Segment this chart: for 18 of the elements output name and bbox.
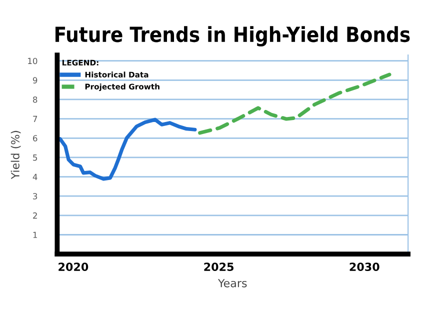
y-tick-label: 6 xyxy=(33,135,38,142)
x-axis-title: Years xyxy=(218,279,247,288)
line-series xyxy=(58,118,197,181)
x-tick-label: 2030 xyxy=(350,262,380,272)
line-series xyxy=(198,72,392,135)
x-tick-label: 2025 xyxy=(204,262,234,272)
y-tick-label: 10 xyxy=(28,58,38,64)
y-tick-label: 5 xyxy=(33,154,38,161)
chart-title: Future Trends in High-Yield Bonds xyxy=(56,26,410,46)
y-tick-label: 3 xyxy=(33,193,38,200)
y-tick-label: 1 xyxy=(33,232,37,238)
y-tick-label: 8 xyxy=(33,96,38,103)
x-tick-label: 2020 xyxy=(58,262,88,272)
y-axis-title: Yield (%) xyxy=(10,130,21,180)
y-tick-label: 9 xyxy=(32,77,38,84)
y-tick-label: 2 xyxy=(33,212,37,219)
y-tick-label: 4 xyxy=(32,174,38,180)
y-tick-label: 7 xyxy=(33,116,38,122)
